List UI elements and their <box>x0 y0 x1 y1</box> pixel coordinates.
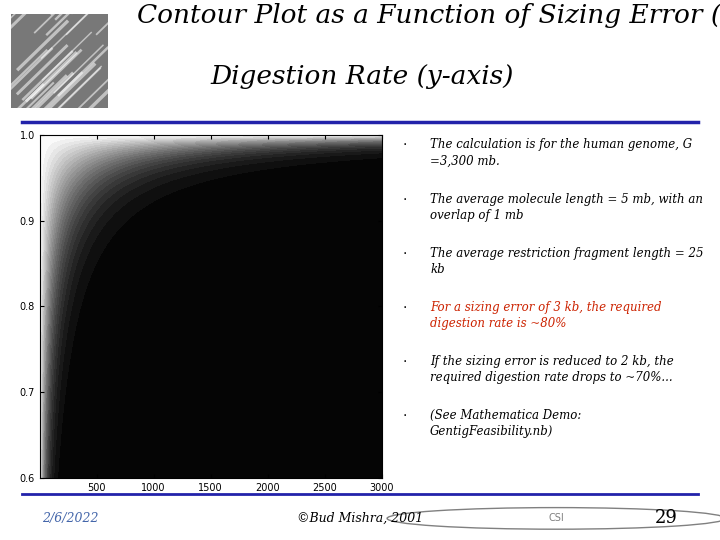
Text: ·: · <box>402 355 407 369</box>
Text: ·: · <box>402 193 407 207</box>
Text: 29: 29 <box>655 509 678 528</box>
Text: For a sizing error of 3 kb, the required
digestion rate is ~80%: For a sizing error of 3 kb, the required… <box>431 301 662 330</box>
Text: ·: · <box>402 138 407 152</box>
Text: The average restriction fragment length = 25
kb: The average restriction fragment length … <box>431 247 703 276</box>
Text: (See Mathematica Demo:
GentigFeasibility.nb): (See Mathematica Demo: GentigFeasibility… <box>431 409 582 438</box>
Text: CSI: CSI <box>549 514 564 523</box>
Text: Digestion Rate (y-axis): Digestion Rate (y-axis) <box>211 64 514 89</box>
Text: 2/6/2022: 2/6/2022 <box>42 512 99 525</box>
Text: ·: · <box>402 409 407 423</box>
Text: ©Bud Mishra, 2001: ©Bud Mishra, 2001 <box>297 512 423 525</box>
Text: ·: · <box>402 301 407 315</box>
Text: Contour Plot as a Function of Sizing Error (x-axis) and: Contour Plot as a Function of Sizing Err… <box>137 3 720 28</box>
Text: The average molecule length = 5 mb, with an
overlap of 1 mb: The average molecule length = 5 mb, with… <box>431 193 703 221</box>
Text: If the sizing error is reduced to 2 kb, the
required digestion rate drops to ~70: If the sizing error is reduced to 2 kb, … <box>431 355 674 384</box>
Text: ·: · <box>402 247 407 261</box>
Text: The calculation is for the human genome, G
=3,300 mb.: The calculation is for the human genome,… <box>431 138 693 167</box>
